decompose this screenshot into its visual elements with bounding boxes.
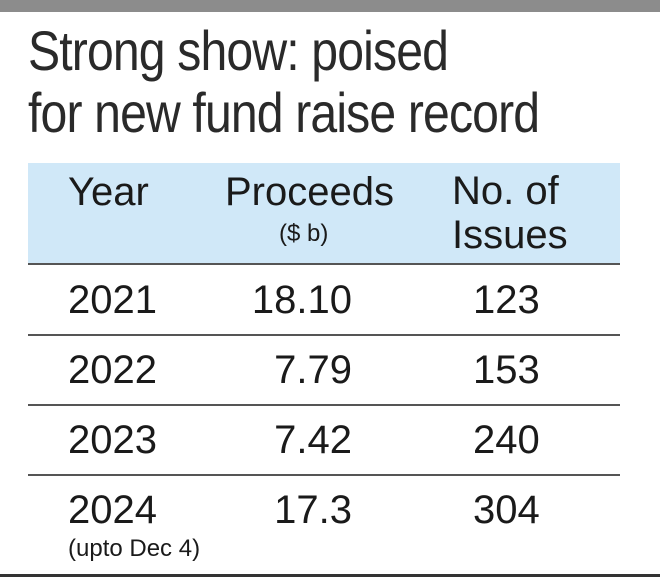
header-issues: No. of Issues: [452, 169, 568, 257]
table-row: 2024 17.3 304 (upto Dec 4): [28, 475, 620, 562]
header-proceeds: Proceeds: [225, 170, 394, 214]
title-line-1: Strong show: poised: [28, 19, 449, 82]
table-row: 2021 18.10 123: [28, 265, 620, 335]
cell-year: 2022: [68, 348, 157, 392]
cell-year: 2024: [68, 488, 157, 532]
data-table: Year Proceeds ($ b) No. of Issues 2021 18…: [28, 163, 620, 562]
cell-issues: 240: [473, 418, 540, 462]
header-rule: [28, 263, 620, 265]
row-rule: [28, 474, 620, 476]
cell-issues: 153: [473, 348, 540, 392]
row-rule: [28, 334, 620, 336]
table-row: 2022 7.79 153: [28, 335, 620, 405]
cell-note: (upto Dec 4): [68, 535, 201, 562]
cell-proceeds: 7.42: [274, 418, 352, 462]
bottom-rule: [0, 574, 660, 577]
header-issues-line-1: No. of: [452, 169, 559, 213]
cell-proceeds: 7.79: [274, 348, 352, 392]
cell-proceeds: 17.3: [274, 488, 352, 532]
header-proceeds-unit: ($ b): [279, 220, 329, 247]
table-header: Year Proceeds ($ b) No. of Issues: [28, 163, 620, 263]
title-line-2: for new fund raise record: [28, 81, 540, 144]
header-issues-line-2: Issues: [452, 213, 568, 257]
cell-year: 2021: [68, 278, 157, 322]
cell-issues: 123: [473, 278, 540, 322]
chart-title: Strong show: poised for new fund raise r…: [28, 20, 566, 144]
row-rule: [28, 404, 620, 406]
top-bar: [0, 0, 660, 12]
cell-issues: 304: [473, 488, 540, 532]
table-row: 2023 7.42 240: [28, 405, 620, 475]
header-year: Year: [68, 170, 149, 214]
cell-proceeds: 18.10: [251, 278, 352, 322]
cell-year: 2023: [68, 418, 157, 462]
